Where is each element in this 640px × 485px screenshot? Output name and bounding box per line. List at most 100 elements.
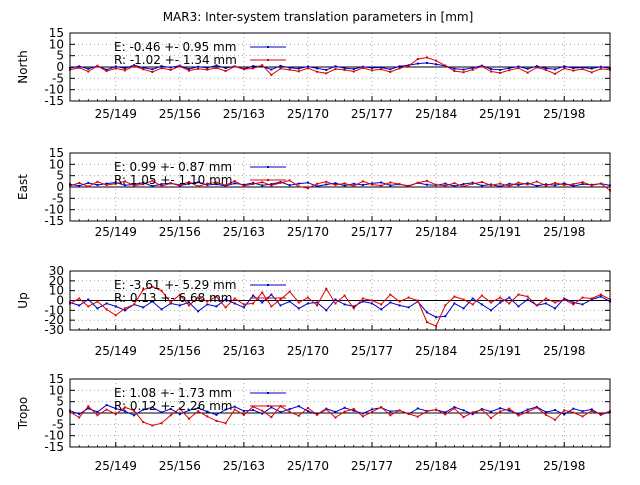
east-series-e-point: [361, 183, 364, 186]
up-series-e-point: [279, 304, 282, 307]
north-series-r-point: [535, 66, 538, 69]
up-series-e-point: [233, 302, 236, 305]
north-series-r-point: [133, 65, 136, 68]
north-series-e-point: [151, 68, 154, 71]
up-series-e-point: [261, 301, 264, 304]
up-series-r-point: [206, 300, 209, 303]
up-series-r-point: [453, 295, 456, 298]
east-series-e-point: [123, 184, 126, 187]
up-plot-frame: [69, 270, 611, 331]
north-series-r-point: [142, 68, 145, 71]
east-series-e-point: [261, 184, 264, 187]
up-series-e-point: [389, 301, 392, 304]
chart-title: MAR3: Inter-system translation parameter…: [163, 10, 474, 24]
east-series-r-point: [297, 185, 300, 188]
east-series-r-point: [215, 181, 218, 184]
tropo-series-r-point: [270, 416, 273, 419]
up-xtick-label: 25/163: [223, 344, 265, 358]
tropo-series-r-point: [581, 415, 584, 418]
north-series-e-point: [508, 67, 511, 70]
east-ytick-label: 10: [49, 157, 64, 171]
up-series-e-point: [242, 306, 245, 309]
up-series-e-point: [270, 293, 273, 296]
up-series-r-point: [544, 297, 547, 300]
north-series-r-point: [407, 64, 410, 67]
up-series-r-point: [133, 303, 136, 306]
north-series-r-point: [233, 65, 236, 68]
north-series-e-point: [270, 68, 273, 71]
east-ytick-label: 0: [56, 180, 64, 194]
east-series-r-point: [371, 183, 374, 186]
up-xtick-label: 25/191: [479, 344, 521, 358]
up-ytick-label: -20: [44, 313, 64, 327]
tropo-series-e-point: [133, 414, 136, 417]
tropo-series-r-point: [316, 413, 319, 416]
north-ytick-label: 0: [56, 60, 64, 74]
east-series-r-point: [599, 182, 602, 185]
north-series-r-point: [563, 67, 566, 70]
east-plot-frame: [69, 152, 611, 222]
north-series-r-point: [389, 70, 392, 73]
up-series-r-point: [490, 301, 493, 304]
up-ytick-label: 0: [56, 294, 64, 308]
up-series-e-point: [224, 298, 227, 301]
north-series-r-point: [371, 69, 374, 72]
east-series-e-point: [96, 183, 99, 186]
up-legend-entry-r: R: 0.13 +- 6.68 mm: [114, 291, 232, 305]
tropo-series-r-point: [233, 408, 236, 411]
east-xtick-label: 25/191: [479, 225, 521, 239]
north-series-r-point: [187, 69, 190, 72]
up-series-r-point: [389, 293, 392, 296]
north-series-e-point: [526, 67, 529, 70]
tropo-series-e-point: [499, 407, 502, 410]
tropo-series-e-point: [160, 411, 163, 414]
tropo-series-r-point: [178, 407, 181, 410]
north-series-e-point: [425, 61, 428, 64]
up-series-r-point: [178, 293, 181, 296]
north-series-r-point: [343, 68, 346, 71]
east-series-r-point: [316, 182, 319, 185]
tropo-series-e-point: [206, 410, 209, 413]
up-series-e-point: [178, 304, 181, 307]
up-series-r-point: [297, 301, 300, 304]
tropo-series-e-point: [197, 407, 200, 410]
east-series-e-point: [325, 183, 328, 186]
tropo-series-r-point: [343, 410, 346, 413]
up-series-e-point: [425, 311, 428, 314]
east-ytick-label: 5: [56, 169, 64, 183]
up-series-r-point: [526, 295, 529, 298]
east-series-r-point: [87, 185, 90, 188]
north-series-r-point: [325, 72, 328, 75]
north-series-r-point: [526, 71, 529, 74]
north-series-r-point: [462, 71, 465, 74]
up-series-r-point: [444, 304, 447, 307]
up-series-r-point: [599, 293, 602, 296]
east-series-e-point: [242, 183, 245, 186]
north-ytick-label: -15: [44, 94, 64, 108]
up-xtick-label: 25/156: [159, 344, 201, 358]
tropo-series-r-point: [371, 411, 374, 414]
east-series-r-point: [380, 184, 383, 187]
tropo-series-e-point: [288, 408, 291, 411]
east-xtick-label: 25/170: [287, 225, 329, 239]
tropo-series-e-point: [151, 406, 154, 409]
east-series-r-point: [490, 184, 493, 187]
up-series-e-point: [206, 303, 209, 306]
north-series-e-point: [78, 65, 81, 68]
tropo-series-r-point: [407, 412, 410, 415]
up-series-r-point: [187, 304, 190, 307]
up-xtick-label: 25/170: [287, 344, 329, 358]
up-series-r-point: [535, 304, 538, 307]
north-series-e-point: [581, 66, 584, 69]
east-series-e-point: [197, 181, 200, 184]
east-series-e-point: [78, 184, 81, 187]
up-ytick-label: -30: [44, 323, 64, 337]
east-series-r-point: [581, 181, 584, 184]
north-series-r-point: [581, 68, 584, 71]
up-series-r-line: [69, 286, 611, 327]
north-series-r-point: [471, 68, 474, 71]
up-series-r-point: [325, 287, 328, 290]
east-series-r-line: [69, 179, 611, 191]
east-series-e-point: [508, 182, 511, 185]
north-series-r-point: [425, 56, 428, 59]
